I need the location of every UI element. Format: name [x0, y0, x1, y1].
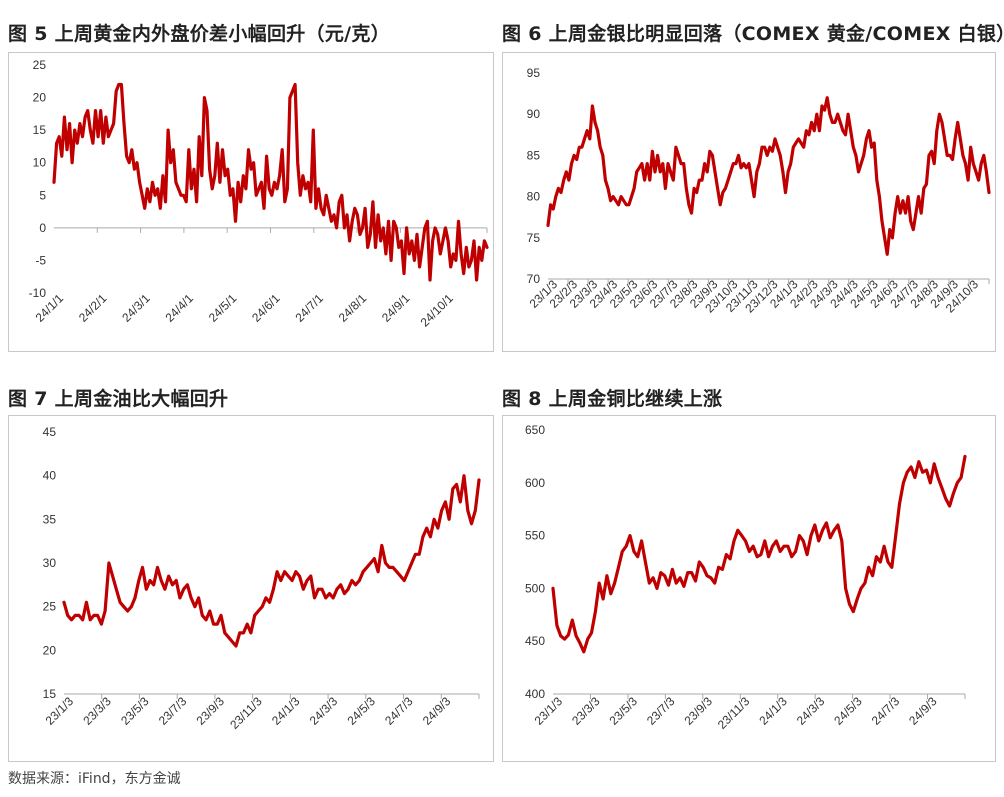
- x-tick-label: 23/9/3: [194, 694, 228, 728]
- y-tick-label: 450: [525, 634, 545, 648]
- chart8-panel: 650 600 550 500 450 400 23/1/3 23/3/3 23/5/3 23/7…: [502, 415, 996, 762]
- x-tick-label: 24/3/3: [794, 694, 828, 728]
- x-tick-label: 23/3/3: [569, 694, 603, 728]
- y-tick-label: 15: [33, 123, 47, 137]
- x-tick-label: 24/9/3: [906, 694, 940, 728]
- x-tick-label: 24/2/1: [76, 291, 110, 325]
- x-tick-label: 24/4/1: [163, 291, 197, 325]
- x-tick-label: 24/1/3: [269, 694, 303, 728]
- chart8-title: 图 8 上周金铜比继续上涨: [502, 388, 723, 410]
- x-tick-label: 24/7/1: [292, 291, 326, 325]
- y-tick-label: 45: [43, 425, 57, 439]
- y-tick-label: 400: [525, 687, 545, 701]
- y-tick-label: 550: [525, 529, 545, 543]
- y-tick-label: 95: [527, 66, 541, 80]
- chart5-panel: 25 20 15 10 5 0 -5 -10 24/1/1 24/2/1 24/3/1 24/4/1 2…: [8, 52, 494, 352]
- x-tick-label: 24/5/1: [206, 291, 240, 325]
- y-tick-label: 0: [39, 221, 46, 235]
- x-tick-label: 24/7/3: [869, 694, 903, 728]
- y-tick-label: 600: [525, 476, 545, 490]
- x-tick-label: 24/10/1: [418, 291, 456, 329]
- y-tick-label: 650: [525, 423, 545, 437]
- y-tick-label: 20: [33, 91, 47, 105]
- x-tick-label: 23/9/3: [681, 694, 715, 728]
- x-tick-label: 23/11/3: [715, 694, 753, 732]
- x-tick-label: 24/8/1: [336, 291, 370, 325]
- x-tick-label: 24/7/3: [382, 694, 416, 728]
- x-tick-label: 24/9/3: [420, 694, 454, 728]
- x-tick-label: 24/9/1: [379, 291, 413, 325]
- y-tick-label: 25: [43, 600, 57, 614]
- chart7-panel: 45 40 35 30 25 20 15 23/1/3 23/3/3 23/5/3 23/7/3 23…: [8, 415, 494, 762]
- y-tick-label: 25: [33, 58, 47, 72]
- x-tick-label: 23/7/3: [156, 694, 190, 728]
- x-tick-label: 24/6/1: [249, 291, 283, 325]
- x-tick-label: 24/3/1: [119, 291, 153, 325]
- x-tick-label: 24/1/3: [756, 694, 790, 728]
- chart7-title: 图 7 上周金油比大幅回升: [8, 388, 229, 410]
- y-tick-label: 35: [43, 512, 57, 526]
- series-line: [551, 454, 967, 654]
- x-tick-label: 24/5/3: [831, 694, 865, 728]
- y-tick-label: 20: [43, 643, 57, 657]
- y-tick-label: 15: [43, 687, 57, 701]
- chart6-svg: 95908580757023/1/323/2/323/3/323/4/323/5…: [527, 66, 991, 315]
- y-tick-label: 80: [527, 190, 541, 204]
- x-tick-label: 24/5/3: [344, 694, 378, 728]
- x-tick-label: 23/5/3: [118, 694, 152, 728]
- series-line: [62, 474, 481, 648]
- x-tick-label: 23/7/3: [644, 694, 678, 728]
- source-note: 数据来源：iFind，东方金诚: [8, 771, 181, 787]
- x-tick-label: 23/11/3: [227, 694, 265, 732]
- y-tick-label: 70: [527, 272, 541, 286]
- y-tick-label: 40: [43, 469, 57, 483]
- chart6-panel: 95 90 85 80 75 70 23/1/3 23/2/3 23/3/3 23/4/3 23/5…: [502, 52, 996, 352]
- y-tick-label: 10: [33, 156, 47, 170]
- x-tick-label: 24/3/3: [307, 694, 341, 728]
- y-tick-label: -10: [29, 286, 47, 300]
- series-line: [546, 96, 991, 256]
- series-line: [52, 82, 489, 282]
- y-tick-label: 75: [527, 231, 541, 245]
- y-tick-label: -5: [35, 253, 46, 267]
- y-tick-label: 5: [39, 188, 46, 202]
- y-tick-label: 500: [525, 581, 545, 595]
- y-tick-label: 90: [527, 107, 541, 121]
- y-tick-label: 30: [43, 556, 57, 570]
- chart5-title: 图 5 上周黄金内外盘价差小幅回升（元/克）: [8, 23, 390, 45]
- chart6-title: 图 6 上周金银比明显回落（COMEX 黄金/COMEX 白银）: [502, 23, 1004, 45]
- y-tick-label: 85: [527, 148, 541, 162]
- x-tick-label: 23/5/3: [607, 694, 641, 728]
- x-tick-label: 23/3/3: [80, 694, 114, 728]
